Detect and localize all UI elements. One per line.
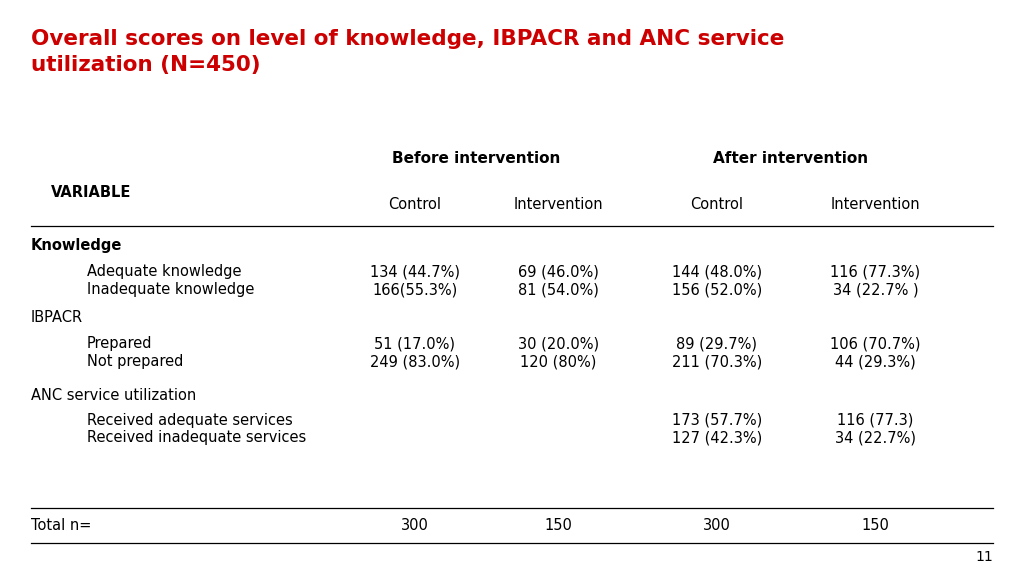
Text: 173 (57.7%): 173 (57.7%) [672,413,762,428]
Text: 44 (29.3%): 44 (29.3%) [836,354,915,369]
Text: 30 (20.0%): 30 (20.0%) [517,336,599,351]
Text: Intervention: Intervention [830,197,921,212]
Text: 134 (44.7%): 134 (44.7%) [370,264,460,279]
Text: Adequate knowledge: Adequate knowledge [87,264,242,279]
Text: 166(55.3%): 166(55.3%) [372,282,458,297]
Text: 300: 300 [702,518,731,533]
Text: 51 (17.0%): 51 (17.0%) [374,336,456,351]
Text: 156 (52.0%): 156 (52.0%) [672,282,762,297]
Text: Received inadequate services: Received inadequate services [87,430,306,445]
Text: 300: 300 [400,518,429,533]
Text: 106 (70.7%): 106 (70.7%) [830,336,921,351]
Text: ANC service utilization: ANC service utilization [31,388,196,403]
Text: After intervention: After intervention [714,151,868,166]
Text: 211 (70.3%): 211 (70.3%) [672,354,762,369]
Text: 34 (22.7% ): 34 (22.7% ) [833,282,919,297]
Text: 116 (77.3%): 116 (77.3%) [830,264,921,279]
Text: 120 (80%): 120 (80%) [520,354,596,369]
Text: Control: Control [690,197,743,212]
Text: Total n=: Total n= [31,518,91,533]
Text: Knowledge: Knowledge [31,238,122,253]
Text: Overall scores on level of knowledge, IBPACR and ANC service
utilization (N=450): Overall scores on level of knowledge, IB… [31,29,784,75]
Text: Before intervention: Before intervention [392,151,560,166]
Text: 127 (42.3%): 127 (42.3%) [672,430,762,445]
Text: VARIABLE: VARIABLE [51,185,131,200]
Text: Prepared: Prepared [87,336,153,351]
Text: Intervention: Intervention [513,197,603,212]
Text: 249 (83.0%): 249 (83.0%) [370,354,460,369]
Text: Control: Control [388,197,441,212]
Text: 34 (22.7%): 34 (22.7%) [835,430,916,445]
Text: IBPACR: IBPACR [31,310,83,325]
Text: Received adequate services: Received adequate services [87,413,293,428]
Text: 150: 150 [544,518,572,533]
Text: 144 (48.0%): 144 (48.0%) [672,264,762,279]
Text: 116 (77.3): 116 (77.3) [838,413,913,428]
Text: 150: 150 [861,518,890,533]
Text: 69 (46.0%): 69 (46.0%) [518,264,598,279]
Text: 11: 11 [976,551,993,564]
Text: Not prepared: Not prepared [87,354,183,369]
Text: Inadequate knowledge: Inadequate knowledge [87,282,254,297]
Text: 81 (54.0%): 81 (54.0%) [518,282,598,297]
Text: 89 (29.7%): 89 (29.7%) [676,336,758,351]
